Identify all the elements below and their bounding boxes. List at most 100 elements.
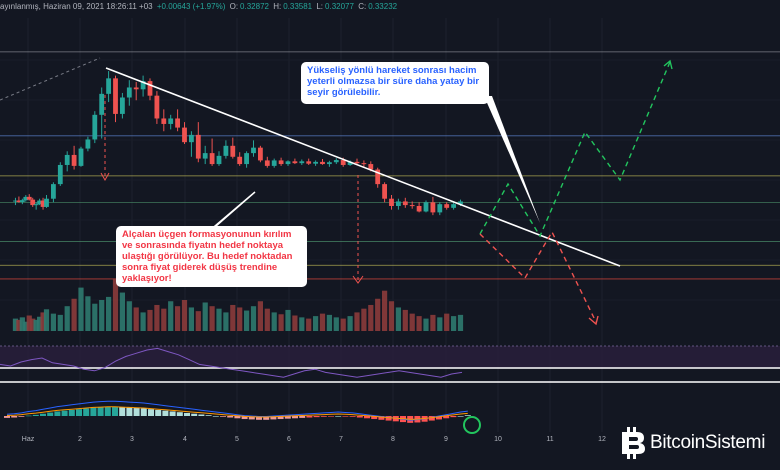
- close-value: 0.33232: [368, 2, 398, 11]
- macd-hist-bar: [198, 414, 205, 416]
- volume-bar: [223, 312, 229, 331]
- candle-body: [133, 87, 139, 90]
- macd-hist-bar: [112, 406, 118, 416]
- volume-bar: [368, 304, 374, 331]
- rsi-band: [0, 346, 780, 368]
- candle-body: [140, 81, 146, 90]
- macd-hist-bar: [184, 412, 190, 416]
- highlight-circle: [463, 416, 481, 434]
- volume-bar: [30, 318, 36, 331]
- macd-hist-bar: [97, 407, 104, 416]
- volume-bar: [237, 307, 243, 331]
- candle-body: [147, 81, 153, 96]
- candle-body: [16, 200, 22, 202]
- candle-body: [409, 205, 415, 207]
- candle-body: [299, 161, 305, 164]
- chart-header: ayınlanmış, Haziran 09, 2021 18:26:11 +0…: [0, 2, 399, 16]
- volume-bar: [250, 306, 257, 331]
- macd-hist-bar: [234, 416, 241, 419]
- candle-body: [313, 161, 318, 164]
- x-tick-label: 2: [78, 436, 82, 443]
- blue-note-pointer: [484, 96, 540, 223]
- volume-bar: [188, 307, 194, 331]
- macd-hist-bar: [263, 416, 270, 420]
- volume-bar: [119, 292, 125, 331]
- macd-hist-bar: [90, 407, 97, 416]
- x-tick-label: 3: [130, 436, 134, 443]
- candle-body: [168, 118, 174, 124]
- candle-body: [161, 118, 167, 124]
- macd-hist-bar: [428, 416, 435, 421]
- macd-hist-bar: [349, 416, 356, 417]
- volume-bar: [12, 318, 19, 331]
- volume-bar: [154, 304, 160, 331]
- candle-body: [340, 160, 346, 165]
- candle-body: [258, 147, 263, 161]
- candle-body: [78, 148, 84, 166]
- rsi-panel: [0, 345, 780, 383]
- macd-hist-bar: [270, 416, 277, 420]
- candle-body: [120, 97, 125, 114]
- volume-bar: [423, 318, 429, 331]
- candle-body: [430, 202, 436, 213]
- macd-hist-bar: [162, 410, 169, 416]
- candle-body: [64, 154, 70, 165]
- uptrend-note[interactable]: Yükseliş yönlü hareket sonrası hacim yet…: [301, 62, 489, 104]
- volume-bar: [444, 313, 450, 331]
- candle-body: [51, 184, 56, 199]
- macd-hist-bar: [126, 407, 133, 416]
- macd-hist-bar: [292, 416, 298, 419]
- volume-bar: [71, 298, 77, 331]
- macd-hist-bar: [4, 416, 10, 418]
- candle-body: [209, 153, 215, 165]
- volume-bar: [195, 311, 201, 331]
- volume-bar: [388, 301, 395, 331]
- macd-hist-bar: [176, 412, 183, 416]
- downtrend-note[interactable]: Alçalan üçgen formasyonunun kırılım ve s…: [116, 226, 307, 287]
- macd-hist-bar: [313, 416, 320, 418]
- volume-bar: [326, 314, 332, 331]
- x-tick-label: 6: [287, 436, 291, 443]
- x-tick-label: 7: [339, 436, 343, 443]
- candle-body: [99, 93, 105, 115]
- volume-bar: [85, 296, 91, 331]
- volume-bar: [430, 314, 436, 331]
- volume-bar: [133, 307, 139, 331]
- x-tick-label: 4: [183, 436, 187, 443]
- candle-body: [223, 145, 229, 156]
- symbol-title: ayınlanmış, Haziran 09, 2021 18:26:11 +0…: [0, 2, 153, 11]
- x-tick-label: 12: [598, 436, 606, 443]
- macd-hist-bar: [68, 409, 75, 416]
- volume-bar: [402, 309, 408, 331]
- volume-bar: [92, 303, 98, 331]
- bullish-projection: [479, 61, 671, 238]
- volume-bar: [126, 301, 132, 331]
- macd-hist-bar: [191, 413, 198, 416]
- candle-body: [202, 153, 208, 159]
- macd-hist-bar: [104, 406, 111, 416]
- candle-body: [458, 201, 463, 205]
- macd-hist-bar: [83, 408, 90, 416]
- candle-body: [444, 204, 450, 208]
- volume-bar: [50, 313, 56, 331]
- candle-body: [347, 161, 353, 165]
- macd-hist-bar: [356, 416, 363, 418]
- candle-body: [389, 198, 394, 206]
- candle-body: [216, 155, 222, 165]
- macd-hist-bar: [148, 409, 154, 416]
- volume-bar: [375, 298, 381, 331]
- bearish-projection: [479, 230, 597, 323]
- candle-body: [175, 118, 180, 128]
- candle-body: [237, 156, 243, 165]
- candle-body: [92, 114, 98, 140]
- macd-hist-bar: [450, 416, 457, 418]
- candle-body: [361, 163, 367, 165]
- macd-hist-bar: [119, 407, 126, 416]
- volume-bar: [340, 318, 346, 331]
- volume-bar: [354, 312, 360, 331]
- candle-body: [182, 127, 187, 143]
- x-tick-label: 11: [546, 436, 554, 443]
- macd-hist-bar: [220, 416, 226, 417]
- trendlines[interactable]: [0, 57, 621, 284]
